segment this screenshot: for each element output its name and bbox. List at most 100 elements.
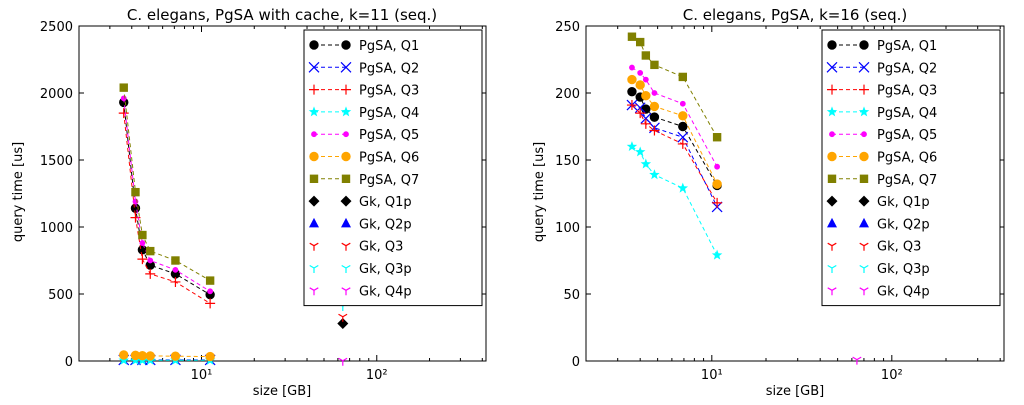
series — [627, 86, 722, 191]
legend-marker — [859, 174, 869, 183]
data-point — [171, 256, 180, 265]
legend-label: Gk, Q3 — [359, 240, 403, 255]
data-point — [119, 83, 128, 92]
data-point — [170, 351, 181, 361]
data-point — [629, 64, 635, 71]
data-point — [649, 169, 660, 180]
y-tick-label: 0 — [572, 355, 580, 370]
legend-marker — [341, 217, 351, 228]
data-point — [651, 90, 658, 96]
legend-label: Gk, Q4p — [877, 284, 930, 299]
legend-label: PgSA, Q7 — [359, 173, 419, 188]
legend-marker — [341, 264, 351, 273]
data-point — [678, 72, 688, 82]
legend-label: Gk, Q3p — [877, 262, 930, 277]
data-point — [714, 163, 721, 170]
legend-label: Gk, Q1p — [877, 195, 930, 210]
data-point — [712, 133, 722, 142]
data-point — [118, 108, 129, 119]
chart-title: C. elegans, PgSA with cache, k=11 (seq.) — [127, 6, 437, 24]
legend-marker — [309, 217, 319, 228]
legend-marker — [341, 287, 351, 296]
data-point — [130, 212, 141, 223]
legend-label: PgSA, Q3 — [359, 84, 419, 99]
data-point — [641, 51, 651, 60]
legend-marker — [309, 151, 319, 162]
legend-marker — [826, 106, 838, 117]
legend-label: PgSA, Q7 — [877, 173, 937, 188]
y-tick-label: 250 — [555, 20, 580, 35]
legend-label: PgSA, Q1 — [359, 39, 419, 54]
legend-marker — [340, 61, 352, 73]
y-tick-label: 500 — [48, 288, 73, 303]
series-line — [631, 104, 718, 208]
x-tick-label: 10¹ — [191, 368, 213, 383]
legend-label: PgSA, Q1 — [877, 39, 937, 54]
legend-label: Gk, Q3 — [877, 240, 921, 255]
legend-marker — [826, 61, 838, 73]
legend-label: Gk, Q2p — [359, 217, 412, 232]
legend-marker — [309, 242, 319, 251]
y-tick-label: 1500 — [40, 154, 73, 169]
legend-marker — [859, 217, 869, 228]
legend-label: PgSA, Q6 — [359, 151, 419, 166]
legend-marker — [859, 242, 869, 251]
legend-marker — [829, 131, 835, 138]
y-tick-label: 150 — [555, 154, 580, 169]
y-tick-label: 0 — [65, 355, 73, 370]
legend-label: PgSA, Q4 — [359, 106, 419, 121]
data-point — [205, 351, 215, 362]
legend-label: PgSA, Q5 — [359, 128, 419, 143]
data-point — [649, 112, 660, 122]
data-point — [337, 317, 349, 329]
data-point — [627, 86, 637, 97]
data-point — [145, 268, 156, 279]
data-point — [170, 276, 181, 287]
data-point — [205, 298, 216, 309]
series — [626, 100, 723, 208]
legend-marker — [827, 287, 837, 296]
legend-marker — [343, 131, 349, 138]
legend-marker — [341, 40, 351, 50]
series-line — [123, 87, 211, 282]
y-tick-label: 200 — [555, 87, 580, 102]
data-point — [677, 138, 688, 149]
legend-label: PgSA, Q4 — [877, 106, 937, 121]
legend-marker — [341, 151, 351, 162]
series — [626, 141, 723, 260]
legend-label: Gk, Q3p — [359, 262, 412, 277]
legend-marker — [827, 217, 837, 228]
data-point — [711, 249, 723, 260]
legend-marker — [827, 242, 837, 251]
data-point — [642, 76, 649, 83]
data-point — [131, 187, 140, 197]
legend-marker — [859, 84, 869, 95]
data-point — [640, 118, 651, 129]
legend-marker — [826, 195, 838, 207]
legend-marker — [859, 40, 869, 50]
data-point — [649, 125, 660, 136]
legend-marker — [827, 40, 837, 50]
legend-marker — [309, 174, 319, 183]
legend-marker — [861, 131, 867, 138]
legend-marker — [311, 131, 317, 138]
data-point — [634, 102, 646, 114]
legend-label: Gk, Q1p — [359, 195, 412, 210]
series — [338, 313, 348, 322]
data-point — [205, 276, 215, 285]
data-point — [138, 230, 147, 240]
legend-marker — [340, 106, 352, 117]
legend-marker — [309, 84, 319, 95]
data-point — [627, 32, 637, 41]
legend-marker — [308, 195, 320, 207]
legend-label: Gk, Q4p — [359, 284, 412, 299]
data-point — [147, 257, 154, 264]
chart-right: C. elegans, PgSA, k=16 (seq.) size [GB] … — [532, 6, 1005, 399]
legend-marker — [309, 264, 319, 273]
legend-marker — [308, 106, 320, 117]
legend-marker — [827, 84, 837, 95]
plot-frame — [78, 25, 487, 362]
